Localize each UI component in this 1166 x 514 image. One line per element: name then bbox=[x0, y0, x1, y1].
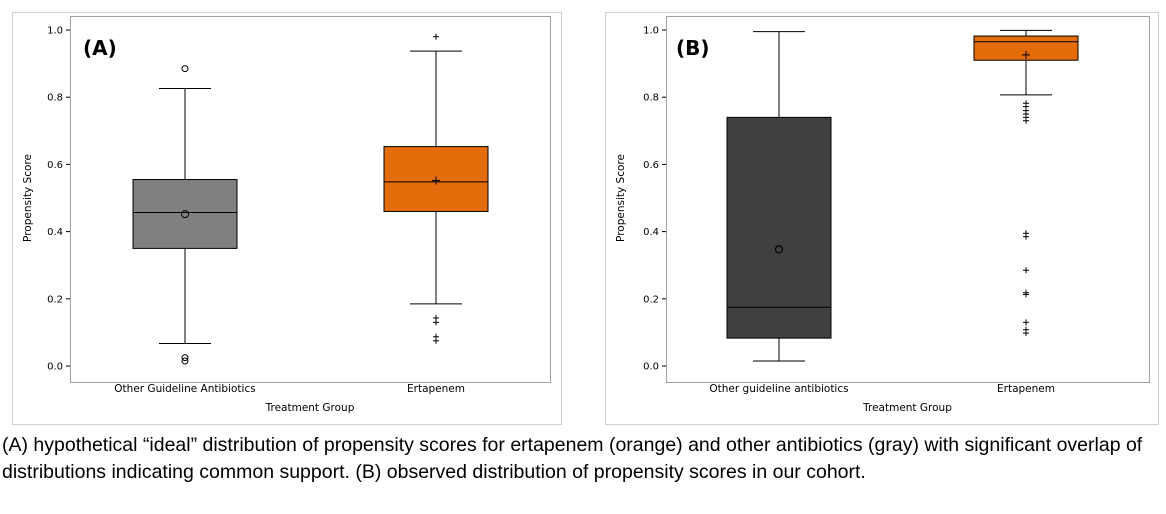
plot-area-frame bbox=[666, 16, 1150, 383]
outer-frame bbox=[605, 12, 1159, 425]
box-other-antibiotics bbox=[726, 31, 832, 362]
y-tick-label: 0.8 bbox=[643, 93, 659, 104]
y-tick-label: 0.4 bbox=[643, 227, 659, 238]
outlier-point bbox=[181, 354, 189, 362]
x-tick-label: Ertapenem bbox=[997, 383, 1055, 395]
panel-label: (B) bbox=[676, 36, 710, 60]
outlier-point bbox=[1023, 291, 1029, 298]
mean-marker bbox=[181, 210, 189, 219]
y-tick-label: 0.2 bbox=[643, 294, 659, 305]
x-tick-label: Ertapenem bbox=[407, 383, 465, 395]
y-tick-label: 0.4 bbox=[47, 227, 63, 238]
y-tick-label: 0.0 bbox=[47, 362, 63, 373]
figure-caption: (A) hypothetical “ideal” distribution of… bbox=[2, 434, 1143, 483]
iqr-box bbox=[132, 179, 238, 249]
y-tick-label: 0.0 bbox=[643, 362, 659, 373]
outlier-point bbox=[433, 337, 439, 344]
x-axis-label: Treatment Group bbox=[265, 402, 355, 414]
y-tick-label: 0.2 bbox=[47, 294, 63, 305]
outlier-point bbox=[1023, 233, 1029, 240]
x-tick-label: Other Guideline Antibiotics bbox=[114, 383, 255, 395]
outlier-point bbox=[181, 65, 189, 73]
chart-panel-a: 0.0 0.2 0.4 0.6 0.8 1.0 Propensity Score Other … bbox=[12, 12, 562, 425]
y-tick-label: 1.0 bbox=[643, 26, 659, 37]
outer-frame bbox=[12, 12, 562, 425]
y-tick-label: 1.0 bbox=[47, 26, 63, 37]
box-other-antibiotics bbox=[132, 65, 238, 365]
outlier-point bbox=[433, 33, 439, 40]
plot-area-frame bbox=[70, 16, 551, 383]
outlier-point bbox=[1023, 319, 1029, 326]
y-tick-label: 0.6 bbox=[643, 160, 659, 171]
y-tick-label: 0.6 bbox=[47, 160, 63, 171]
outlier-point bbox=[1023, 330, 1029, 337]
chart-panel-b: 0.0 0.2 0.4 0.6 0.8 1.0 Propensity Score Other … bbox=[605, 12, 1159, 425]
outlier-point bbox=[1023, 117, 1029, 124]
box-ertapenem bbox=[383, 33, 489, 344]
y-tick-label: 0.8 bbox=[47, 93, 63, 104]
figure-canvas: 0.0 0.2 0.4 0.6 0.8 1.0 Propensity Score Other … bbox=[12, 12, 1159, 425]
box-ertapenem bbox=[973, 29, 1079, 337]
outlier-point bbox=[433, 319, 439, 326]
outlier-point bbox=[1023, 267, 1029, 274]
y-axis-label: Propensity Score bbox=[615, 154, 627, 242]
panel-label: (A) bbox=[83, 36, 117, 60]
y-axis-label: Propensity Score bbox=[22, 154, 34, 242]
x-tick-label: Other guideline antibiotics bbox=[709, 383, 848, 395]
outlier-point bbox=[181, 357, 189, 365]
x-axis-label: Treatment Group bbox=[862, 402, 952, 414]
iqr-box bbox=[726, 116, 832, 339]
mean-marker bbox=[774, 245, 784, 254]
